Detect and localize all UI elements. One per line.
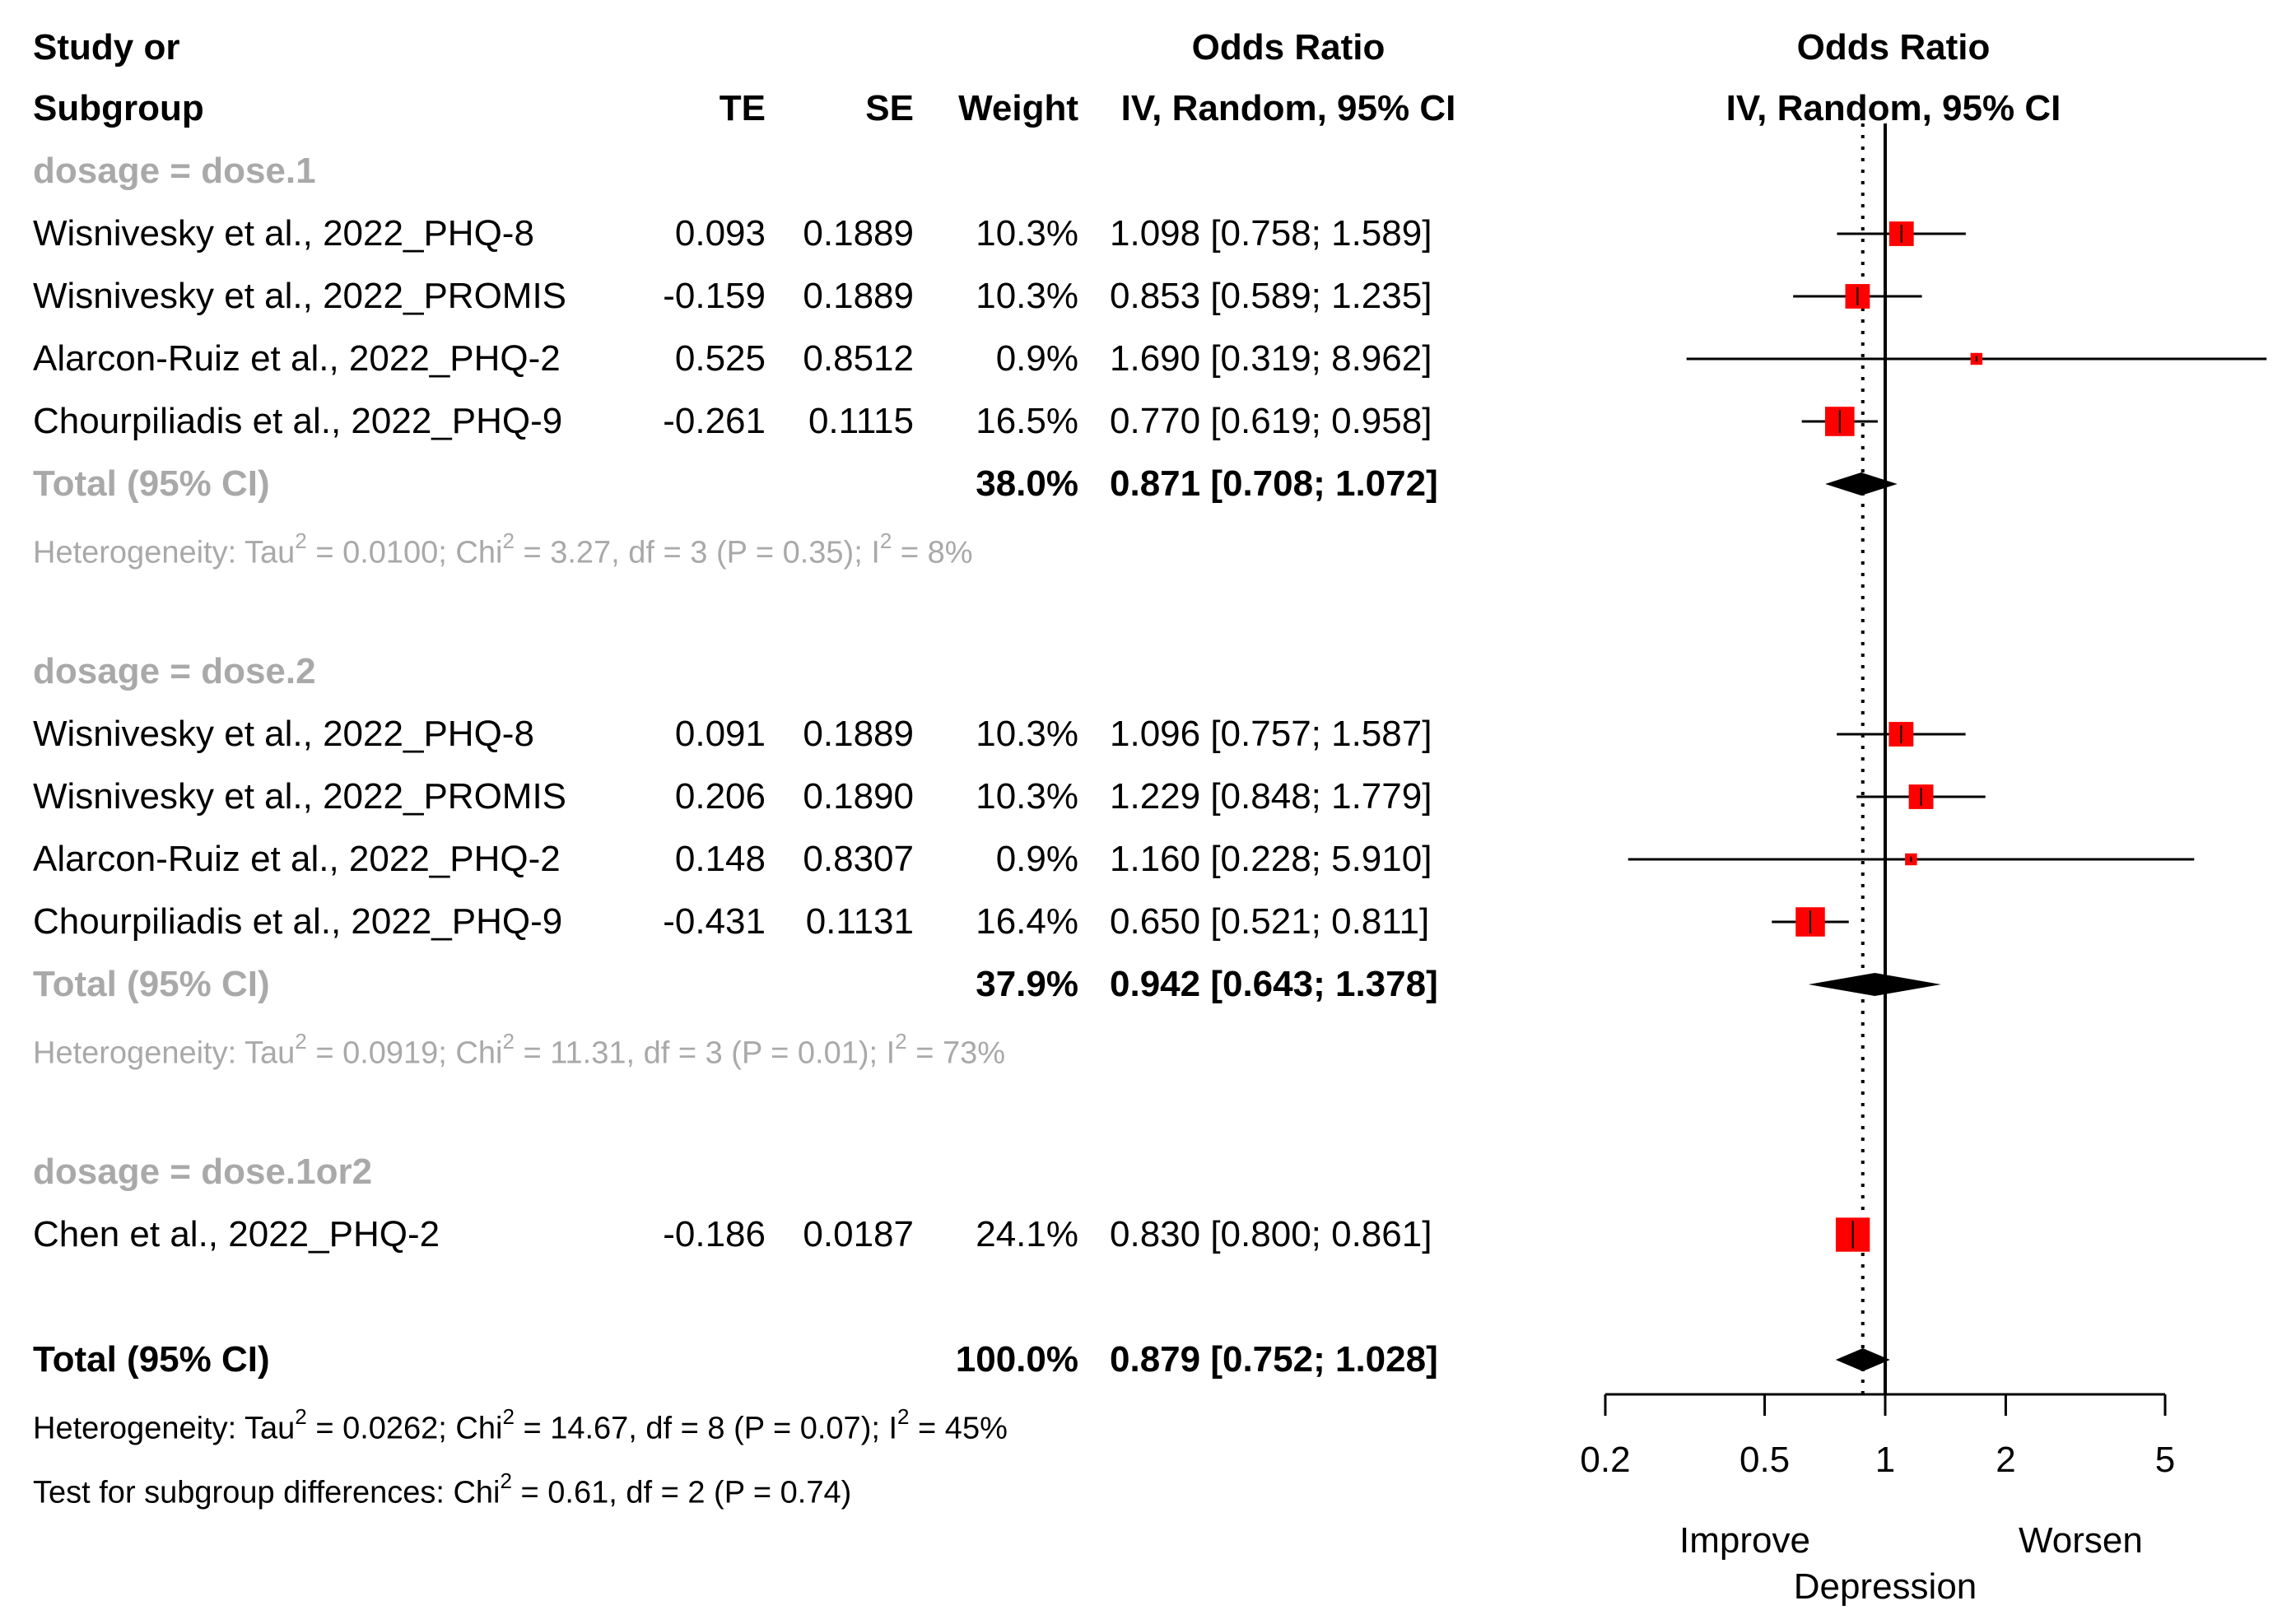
header-study-line2: Subgroup — [33, 88, 204, 128]
study-name: Alarcon-Ruiz et al., 2022_PHQ-2 — [33, 839, 561, 879]
study-name: Wisnivesky et al., 2022_PHQ-8 — [33, 213, 534, 254]
study-te: -0.186 — [663, 1214, 766, 1254]
study-se: 0.1889 — [803, 276, 914, 316]
study-ci: 1.098 [0.758; 1.589] — [1110, 213, 1432, 254]
study-te: -0.261 — [663, 401, 766, 441]
header-or-line2: IV, Random, 95% CI — [1120, 88, 1456, 128]
study-ci: 1.096 [0.757; 1.587] — [1110, 714, 1432, 754]
study-se: 0.1889 — [803, 213, 914, 254]
subtotal-label: Total (95% CI) — [33, 964, 270, 1004]
study-te: 0.206 — [674, 776, 766, 817]
summary-diamond — [1825, 472, 1898, 496]
summary-diamond — [1835, 1348, 1890, 1371]
study-se: 0.0187 — [803, 1214, 914, 1254]
study-name: Chourpiliadis et al., 2022_PHQ-9 — [33, 901, 563, 942]
axis-label-improve: Improve — [1679, 1520, 1810, 1561]
overall-heterogeneity-text: Heterogeneity: Tau2 = 0.0262; Chi2 = 14.… — [33, 1404, 1008, 1446]
study-weight: 10.3% — [976, 714, 1078, 754]
overall-label: Total (95% CI) — [33, 1339, 270, 1380]
overall-ci: 0.879 [0.752; 1.028] — [1110, 1339, 1438, 1380]
header-se: SE — [865, 88, 914, 128]
study-name: Chourpiliadis et al., 2022_PHQ-9 — [33, 401, 563, 441]
study-te: -0.159 — [663, 276, 766, 316]
study-ci: 1.690 [0.319; 8.962] — [1110, 338, 1432, 379]
header-study-line1: Study or — [33, 27, 180, 67]
study-ci: 1.229 [0.848; 1.779] — [1110, 776, 1432, 817]
study-se: 0.1115 — [808, 401, 914, 441]
subgroup-test-text: Test for subgroup differences: Chi2 = 0.… — [33, 1468, 852, 1510]
study-te: 0.148 — [674, 839, 766, 879]
study-weight: 24.1% — [976, 1214, 1078, 1254]
x-tick-label: 0.2 — [1580, 1440, 1630, 1480]
subtotal-ci: 0.871 [0.708; 1.072] — [1110, 463, 1438, 504]
study-te: 0.525 — [674, 338, 766, 379]
study-weight: 0.9% — [995, 839, 1078, 879]
study-weight: 10.3% — [976, 213, 1078, 254]
study-se: 0.8512 — [803, 338, 914, 379]
header-plot-line2: IV, Random, 95% CI — [1725, 88, 2061, 128]
study-name: Wisnivesky et al., 2022_PROMIS — [33, 776, 567, 817]
study-se: 0.8307 — [803, 839, 914, 879]
group-label: dosage = dose.2 — [33, 651, 316, 691]
study-se: 0.1890 — [803, 776, 914, 817]
study-ci: 0.770 [0.619; 0.958] — [1110, 401, 1432, 441]
subtotal-weight: 37.9% — [976, 964, 1078, 1004]
study-te: -0.431 — [663, 901, 766, 942]
header-te: TE — [719, 88, 766, 128]
header-or-line1: Odds Ratio — [1191, 27, 1386, 67]
heterogeneity-text: Heterogeneity: Tau2 = 0.0100; Chi2 = 3.2… — [33, 528, 973, 570]
study-name: Alarcon-Ruiz et al., 2022_PHQ-2 — [33, 338, 561, 379]
study-se: 0.1131 — [805, 901, 914, 942]
summary-diamond — [1808, 973, 1941, 996]
x-tick-label: 0.5 — [1739, 1440, 1790, 1480]
study-ci: 1.160 [0.228; 5.910] — [1110, 839, 1432, 879]
x-tick-label: 1 — [1875, 1440, 1895, 1480]
group-label: dosage = dose.1or2 — [33, 1152, 373, 1192]
header-plot-line1: Odds Ratio — [1796, 27, 1991, 67]
x-tick-label: 5 — [2155, 1440, 2175, 1480]
study-te: 0.091 — [674, 714, 766, 754]
subtotal-ci: 0.942 [0.643; 1.378] — [1110, 964, 1438, 1004]
study-ci: 0.650 [0.521; 0.811] — [1110, 901, 1430, 942]
study-weight: 16.5% — [976, 401, 1078, 441]
header-weight: Weight — [958, 88, 1078, 128]
study-weight: 16.4% — [976, 901, 1078, 942]
overall-weight: 100.0% — [955, 1339, 1078, 1380]
heterogeneity-text: Heterogeneity: Tau2 = 0.0919; Chi2 = 11.… — [33, 1029, 1006, 1071]
study-weight: 10.3% — [976, 276, 1078, 316]
study-name: Wisnivesky et al., 2022_PROMIS — [33, 276, 567, 316]
study-ci: 0.830 [0.800; 0.861] — [1110, 1214, 1432, 1254]
study-name: Chen et al., 2022_PHQ-2 — [33, 1214, 440, 1254]
study-weight: 0.9% — [995, 338, 1078, 379]
axis-label-worsen: Worsen — [2019, 1520, 2143, 1561]
axis-title: Depression — [1793, 1566, 1977, 1607]
study-name: Wisnivesky et al., 2022_PHQ-8 — [33, 714, 534, 754]
subtotal-weight: 38.0% — [976, 463, 1078, 504]
study-te: 0.093 — [674, 213, 766, 254]
study-se: 0.1889 — [803, 714, 914, 754]
study-weight: 10.3% — [976, 776, 1078, 817]
group-label: dosage = dose.1 — [33, 151, 316, 191]
subtotal-label: Total (95% CI) — [33, 463, 270, 504]
study-ci: 0.853 [0.589; 1.235] — [1110, 276, 1432, 316]
x-tick-label: 2 — [1996, 1440, 2015, 1480]
